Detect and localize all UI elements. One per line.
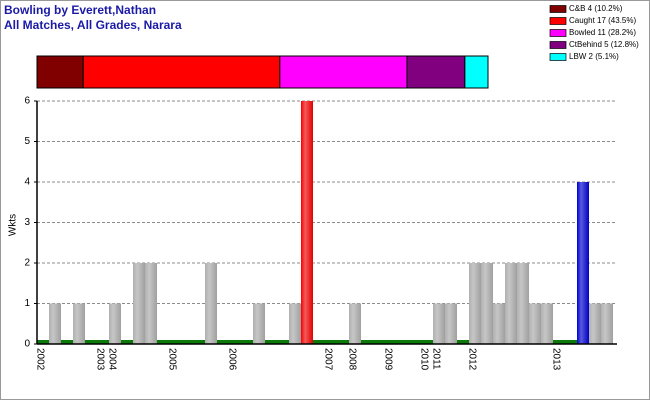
x-tick-label: 2009 (382, 348, 393, 371)
bar (433, 303, 445, 344)
legend-swatch (549, 29, 567, 37)
bar (553, 340, 565, 344)
x-tick-label: 2006 (226, 348, 237, 371)
bar (349, 303, 361, 344)
x-tick-label: 2013 (550, 348, 561, 371)
breakdown-segment (82, 55, 281, 89)
chart-title: Bowling by Everett,Nathan (4, 3, 156, 17)
bar (121, 340, 133, 344)
bar (277, 340, 289, 344)
x-tick-label: 2012 (466, 348, 477, 371)
bar (541, 303, 553, 344)
bar (385, 340, 397, 344)
bar (37, 340, 49, 344)
bar (361, 340, 373, 344)
bar (505, 263, 517, 344)
y-tick-label: 6 (24, 96, 30, 107)
bar (49, 303, 61, 344)
legend-label: Bowled 11 (28.2%) (569, 28, 636, 37)
legend-swatch (549, 5, 567, 13)
bar (217, 340, 229, 344)
bar (529, 303, 541, 344)
x-tick-label: 2008 (346, 348, 357, 371)
x-tick-label: 2004 (106, 348, 117, 371)
y-tick-label: 3 (24, 217, 30, 228)
y-tick-label: 0 (24, 339, 30, 350)
bar (469, 263, 481, 344)
bar (73, 303, 85, 344)
bar (289, 303, 301, 344)
bar (313, 340, 325, 344)
bar (301, 101, 313, 344)
y-tick-label: 2 (24, 258, 30, 269)
bar (445, 303, 457, 344)
bar (193, 340, 205, 344)
legend-label: CtBehind 5 (12.8%) (569, 40, 639, 49)
bar (565, 340, 577, 344)
y-axis-label: Wkts (8, 214, 19, 236)
legend-label: LBW 2 (5.1%) (569, 52, 619, 61)
bar (337, 340, 349, 344)
x-tick-label: 2011 (430, 348, 441, 370)
bar (373, 340, 385, 344)
bar (241, 340, 253, 344)
bar (97, 340, 109, 344)
bar (601, 303, 613, 344)
bar (421, 340, 433, 344)
y-tick-label: 4 (24, 177, 30, 188)
x-tick-label: 2005 (166, 348, 177, 371)
x-tick-label: 2002 (34, 348, 45, 371)
y-tick-label: 5 (24, 136, 30, 147)
bar (577, 182, 589, 344)
bar (253, 303, 265, 344)
breakdown-segment (279, 55, 408, 89)
bar (133, 263, 145, 344)
breakdown-segment (36, 55, 84, 89)
bar (61, 340, 73, 344)
legend-label: Caught 17 (43.5%) (569, 16, 636, 25)
bar (397, 340, 409, 344)
x-tick-label: 2007 (322, 348, 333, 371)
legend-label: C&B 4 (10.2%) (569, 4, 623, 13)
bar (493, 303, 505, 344)
y-tick-label: 1 (24, 298, 30, 309)
bar (325, 340, 337, 344)
bar (589, 303, 601, 344)
breakdown-segment (464, 55, 489, 89)
bar (181, 340, 193, 344)
chart-subtitle: All Matches, All Grades, Narara (4, 18, 182, 32)
legend-swatch (549, 53, 567, 61)
bar (205, 263, 217, 344)
legend-swatch (549, 17, 567, 25)
bar (145, 263, 157, 344)
x-tick-label: 2003 (94, 348, 105, 371)
bar (481, 263, 493, 344)
bar (265, 340, 277, 344)
bar (109, 303, 121, 344)
breakdown-segment (406, 55, 466, 89)
bar (169, 340, 181, 344)
bar (85, 340, 97, 344)
bar (157, 340, 169, 344)
bar (457, 340, 469, 344)
legend-swatch (549, 41, 567, 49)
x-tick-label: 2010 (418, 348, 429, 371)
bar (517, 263, 529, 344)
bar (229, 340, 241, 344)
bar (409, 340, 421, 344)
